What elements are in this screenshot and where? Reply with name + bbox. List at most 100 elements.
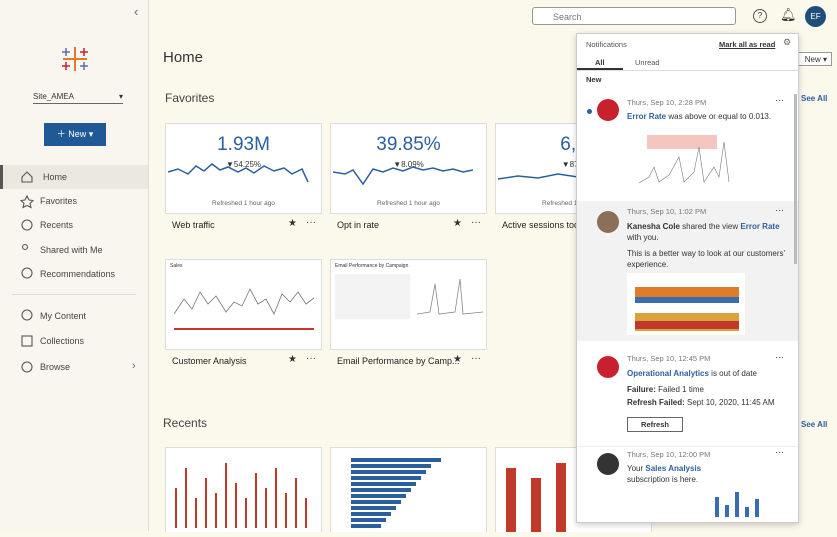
- notification[interactable]: Thurs, Sep 10, 1:02 PM Kanesha Cole shar…: [577, 201, 798, 341]
- more[interactable]: ···: [775, 352, 784, 362]
- nav-item[interactable]: My Content: [40, 311, 87, 321]
- metric-change: ▼8.09%: [393, 160, 424, 169]
- search-box[interactable]: Search: [532, 7, 736, 25]
- label: Failure:: [627, 385, 656, 394]
- new-menu[interactable]: New ▾: [792, 52, 832, 66]
- text: with you.: [627, 233, 659, 242]
- link[interactable]: Error Rate: [740, 222, 780, 231]
- card-name[interactable]: Email Performance by Camp...: [337, 356, 460, 366]
- notification-panel: Notifications Mark all as read ⚙ All Unr…: [576, 33, 799, 523]
- nav-icons: [20, 171, 34, 373]
- metric-card[interactable]: 39.85% ▼8.09% Refreshed 1 hour ago: [330, 123, 487, 214]
- search-placeholder: Search: [553, 12, 582, 22]
- view-card[interactable]: Sales: [165, 259, 322, 350]
- recent-card[interactable]: [330, 447, 487, 532]
- message: Operational Analytics is out of date: [627, 368, 787, 379]
- user: Kanesha Cole: [627, 222, 680, 231]
- card-name[interactable]: Customer Analysis: [172, 356, 247, 366]
- avatar[interactable]: EF: [805, 6, 826, 27]
- notification[interactable]: Thurs, Sep 10, 12:45 PM Operational Anal…: [577, 346, 798, 441]
- more[interactable]: ···: [775, 205, 784, 215]
- message: Error Rate was above or equal to 0.013.: [627, 111, 787, 122]
- favorite-star[interactable]: ★: [453, 354, 462, 365]
- tab[interactable]: Unread: [635, 58, 660, 67]
- more[interactable]: ···: [775, 95, 784, 105]
- chevron: ›: [132, 360, 136, 372]
- logo: [62, 47, 88, 71]
- site-name: Site_AMEA: [33, 92, 74, 101]
- new-button[interactable]: ＋ New ▾: [44, 123, 106, 146]
- site-selector[interactable]: Site_AMEA ▾: [33, 92, 123, 104]
- sparkline: [498, 173, 579, 180]
- help[interactable]: ?: [753, 9, 767, 23]
- new-label: New: [68, 129, 87, 139]
- nav-item[interactable]: Favorites: [40, 196, 78, 206]
- more[interactable]: ···: [306, 353, 316, 364]
- more[interactable]: ···: [775, 447, 784, 457]
- unread-dot: [587, 109, 592, 114]
- date: Thurs, Sep 10, 12:00 PM: [627, 450, 711, 459]
- favorite-star[interactable]: ★: [288, 218, 297, 229]
- favorite-star[interactable]: ★: [453, 218, 462, 229]
- nav-item[interactable]: Browse: [40, 362, 71, 372]
- failure: Failure: Failed 1 time: [627, 384, 787, 395]
- text: Your: [627, 464, 646, 473]
- mail-icon: [597, 453, 619, 475]
- metric-card[interactable]: 1.93M ▼54.25% Refreshed 1 hour ago: [165, 123, 322, 214]
- alert-icon: [597, 99, 619, 121]
- metric-change: ▼54.25%: [225, 160, 262, 169]
- card-name[interactable]: Active sessions toda: [502, 220, 585, 230]
- more[interactable]: ···: [471, 353, 481, 364]
- nav-item[interactable]: Collections: [40, 336, 85, 346]
- see-all[interactable]: See All: [801, 420, 828, 429]
- label: Refresh Failed:: [627, 398, 685, 407]
- sparkline: [333, 166, 474, 186]
- thumbnail: [715, 492, 759, 517]
- card-name[interactable]: Web traffic: [172, 220, 215, 230]
- scrollbar: [794, 94, 797, 264]
- text: shared the view: [679, 222, 741, 231]
- more[interactable]: ···: [471, 217, 481, 228]
- page-title: Home: [163, 49, 204, 66]
- thumbnail: [174, 288, 314, 330]
- bell[interactable]: 🔔︎: [780, 7, 797, 22]
- thumb-title: Sales: [170, 263, 183, 269]
- thumb-title: Email Performance by Campaign: [335, 263, 409, 269]
- section-label: New: [586, 75, 602, 84]
- date: Thurs, Sep 10, 2:28 PM: [627, 98, 707, 107]
- card-name[interactable]: Opt in rate: [337, 220, 380, 230]
- thumbnail: [638, 135, 730, 184]
- refresh-button[interactable]: Refresh: [627, 417, 683, 432]
- more[interactable]: ···: [306, 217, 316, 228]
- nav-item[interactable]: Home: [0, 165, 148, 189]
- mark-all[interactable]: Mark all as read: [719, 40, 776, 49]
- nav-item[interactable]: Shared with Me: [40, 245, 103, 255]
- link[interactable]: Operational Analytics: [627, 369, 709, 378]
- notification[interactable]: Thurs, Sep 10, 2:28 PM Error Rate was ab…: [577, 89, 798, 197]
- link[interactable]: Error Rate: [627, 112, 667, 121]
- view-card[interactable]: Email Performance by Campaign: [330, 259, 487, 350]
- nav-item[interactable]: Recommendations: [40, 269, 116, 279]
- thumbnail: [175, 463, 307, 528]
- sparkline: [168, 163, 309, 183]
- divider: [577, 70, 798, 71]
- refresh-failed: Refresh Failed: Sept 10, 2020, 11:45 AM: [627, 397, 797, 408]
- thumbnail: [351, 458, 441, 528]
- date: Thurs, Sep 10, 1:02 PM: [627, 207, 707, 216]
- new-menu-label: New: [804, 55, 821, 64]
- collapse[interactable]: ‹: [134, 4, 139, 19]
- nav-item[interactable]: Recents: [40, 220, 74, 230]
- tab[interactable]: All: [595, 58, 605, 67]
- settings[interactable]: ⚙: [783, 37, 792, 47]
- refreshed: Refreshed 1 hour ago: [542, 200, 605, 207]
- metric-value: 39.85%: [376, 134, 441, 155]
- link[interactable]: Sales Analysis: [645, 464, 702, 473]
- recent-card[interactable]: [165, 447, 322, 532]
- thumbnail: [506, 463, 566, 532]
- value: Sept 10, 2020, 11:45 AM: [684, 398, 775, 407]
- see-all[interactable]: See All: [801, 94, 828, 103]
- notification[interactable]: Thurs, Sep 10, 12:00 PM Your Sales Analy…: [577, 446, 798, 522]
- text: subscription is here.: [627, 475, 699, 484]
- favorite-star[interactable]: ★: [288, 354, 297, 365]
